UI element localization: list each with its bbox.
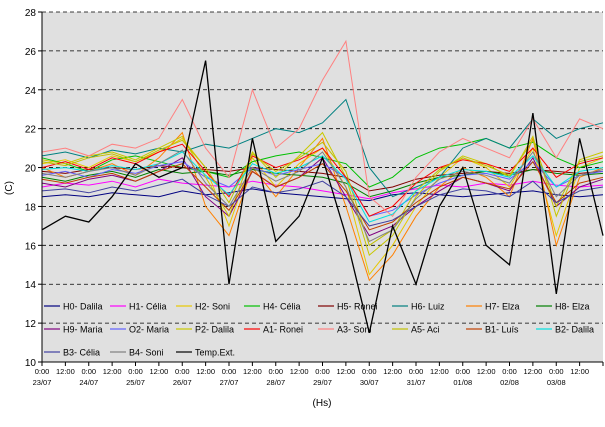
x-time-label: 0:00 [315,367,330,376]
x-time-label: 12:00 [523,367,542,376]
series-line [41,151,604,223]
x-time-label: 12:00 [196,367,215,376]
y-tick-label: 12 [25,319,37,330]
legend-label: H4- Célia [263,302,301,312]
legend-label: A1- Ronei [263,325,303,335]
x-day-label: 02/08 [500,378,519,387]
x-time-label: 0:00 [35,367,50,376]
x-day-label: 28/07 [266,378,285,387]
x-time-label: 12:00 [430,367,449,376]
legend-label: B1- Luís [485,325,519,335]
x-day-label: 29/07 [313,378,332,387]
x-day-label: 24/07 [79,378,98,387]
x-day-label: 26/07 [173,378,192,387]
series-line [41,60,604,333]
x-time-label: 12:00 [383,367,402,376]
series-line [41,178,604,227]
x-day-label: 03/08 [547,378,566,387]
series-line [41,39,604,217]
x-time-label: 0:00 [81,367,96,376]
x-time-label: 0:00 [362,367,377,376]
y-tick-label: 14 [25,280,37,291]
x-time-label: 12:00 [336,367,355,376]
y-tick-label: 16 [25,241,37,252]
legend-label: H2- Soni [195,302,230,312]
legend-label: H9- Maria [63,325,103,335]
y-tick-label: 26 [25,47,37,58]
x-day-label: 27/07 [220,378,239,387]
x-time-label: 12:00 [103,367,122,376]
x-time-label: 12:00 [243,367,262,376]
y-tick-label: 28 [25,8,37,19]
legend-label: Temp.Ext. [195,348,235,358]
legend-label: H0- Dalila [63,302,103,312]
series-line [41,139,604,247]
x-time-label: 12:00 [477,367,496,376]
legend-label: H7- Elza [485,302,520,312]
legend-label: A5- Aci [411,325,440,335]
series-line [41,98,604,198]
legend-label: P2- Dalila [195,325,234,335]
y-tick-label: 24 [25,86,37,97]
x-time-label: 0:00 [268,367,283,376]
y-tick-label: 18 [25,202,37,213]
y-tick-label: 22 [25,125,37,136]
x-time-label: 12:00 [56,367,75,376]
y-axis-label: (C) [4,181,15,195]
legend-label: H1- Célia [129,302,167,312]
x-time-label: 12:00 [570,367,589,376]
series-line [41,149,604,243]
x-time-label: 0:00 [128,367,143,376]
x-day-label: 01/08 [453,378,472,387]
legend-label: B4- Soni [129,348,164,358]
series-line [41,178,604,200]
legend-label: H5- Ronei [337,302,378,312]
series-line [41,188,604,202]
x-time-label: 0:00 [549,367,564,376]
x-time-label: 0:00 [502,367,517,376]
x-time-label: 12:00 [149,367,168,376]
x-axis-label: (Hs) [313,398,332,409]
legend-label: B3- Célia [63,348,100,358]
x-time-label: 0:00 [455,367,470,376]
x-time-label: 0:00 [222,367,237,376]
y-tick-label: 20 [25,164,37,175]
x-day-label: 30/07 [360,378,379,387]
legend-label: O2- Maria [129,325,169,335]
legend-label: A3- Soni [337,325,372,335]
x-time-label: 0:00 [409,367,424,376]
x-day-label: 25/07 [126,378,145,387]
x-time-label: 12:00 [290,367,309,376]
legend-label: B2- Dalila [555,325,594,335]
x-time-label: 0:00 [175,367,190,376]
x-day-label: 23/07 [33,378,52,387]
legend-label: H6- Luiz [411,302,445,312]
x-day-label: 31/07 [407,378,426,387]
y-tick-label: 10 [25,358,37,369]
legend-label: H8- Elza [555,302,590,312]
series-line [41,160,604,231]
